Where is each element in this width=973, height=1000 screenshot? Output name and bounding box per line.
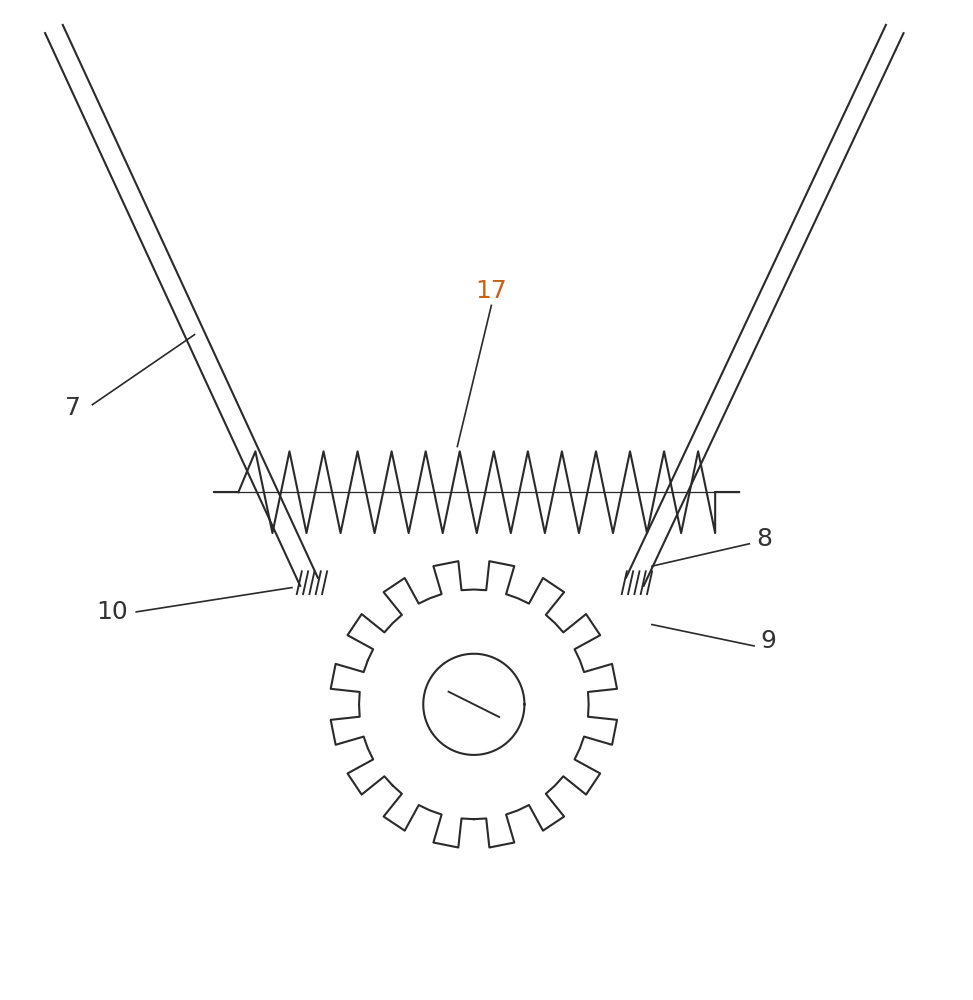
- Text: 17: 17: [476, 279, 507, 303]
- Text: 7: 7: [65, 396, 81, 420]
- Text: 8: 8: [756, 527, 772, 551]
- Text: 10: 10: [96, 600, 127, 624]
- Text: 9: 9: [761, 629, 776, 653]
